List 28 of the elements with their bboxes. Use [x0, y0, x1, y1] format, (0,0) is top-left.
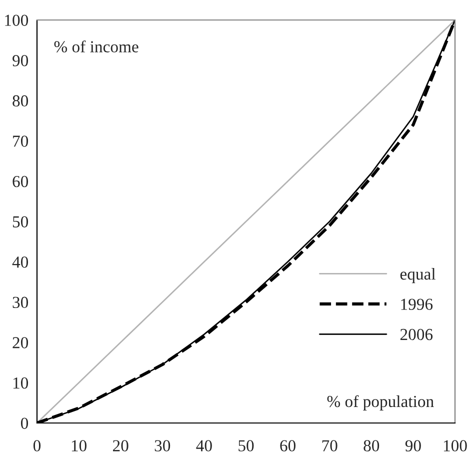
x-tick-label: 0 [33, 440, 41, 452]
x-tick-label: 60 [280, 440, 296, 452]
x-tick-label: 70 [322, 440, 338, 452]
x-tick-label: 90 [405, 440, 421, 452]
y-tick-label: 10 [13, 377, 28, 389]
y-tick-label: 40 [12, 256, 28, 268]
y-tick-label: 90 [12, 55, 28, 66]
y-tick-label: 60 [12, 176, 28, 188]
y-tick-label: 70 [13, 136, 28, 147]
y-tick-label: 80 [12, 95, 28, 107]
y-tick-label: 100 [5, 14, 28, 26]
legend-label: equal [400, 268, 436, 284]
x-tick-label: 50 [238, 440, 254, 452]
annotation: % of income [54, 40, 138, 52]
legend-label: 1996 [401, 298, 433, 310]
x-tick-label: 80 [364, 440, 380, 452]
x-tick-label: 40 [196, 440, 212, 452]
x-tick-label: 30 [154, 440, 170, 452]
x-tick-label: 20 [113, 440, 128, 452]
annotation: % of population [327, 395, 434, 410]
y-tick-label: 0 [20, 418, 28, 429]
y-tick-label: 50 [12, 216, 28, 228]
line-series [37, 20, 455, 423]
y-tick-label: 20 [12, 337, 28, 348]
y-tick-label: 30 [12, 296, 28, 308]
legend-label: 2006 [400, 328, 433, 340]
x-tick-label: 100 [444, 440, 467, 452]
x-tick-label: 10 [72, 440, 86, 452]
